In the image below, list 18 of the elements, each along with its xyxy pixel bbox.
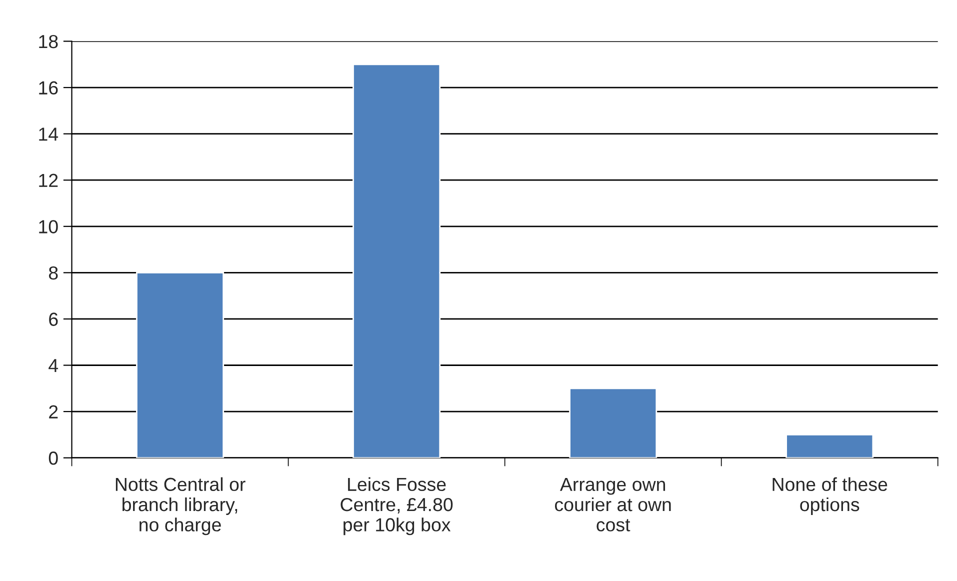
y-tick-label: 14 bbox=[39, 128, 58, 141]
y-tick-label: 0 bbox=[48, 452, 58, 465]
y-tick-label: 12 bbox=[39, 174, 58, 187]
y-tick-label: 2 bbox=[49, 405, 58, 418]
x-tick-label: Arrange own courier at own cost bbox=[554, 478, 671, 532]
x-tick-label: Leics Fosse Centre, £4.80 per 10kg box bbox=[340, 477, 453, 536]
x-tick-label: None of these options bbox=[772, 477, 888, 515]
y-tick-label: 10 bbox=[39, 220, 58, 234]
bar bbox=[786, 434, 874, 458]
y-tick-label: 6 bbox=[49, 312, 58, 326]
bar bbox=[136, 272, 224, 458]
y-tick-label: 8 bbox=[48, 266, 58, 280]
y-tick-label: 18 bbox=[39, 34, 58, 48]
bar bbox=[569, 388, 658, 458]
y-tick-label: 16 bbox=[39, 81, 58, 95]
x-tick-label: Notts Central or branch library, no charge bbox=[116, 477, 246, 536]
y-tick-label: 4 bbox=[48, 359, 58, 372]
bar bbox=[352, 64, 441, 458]
